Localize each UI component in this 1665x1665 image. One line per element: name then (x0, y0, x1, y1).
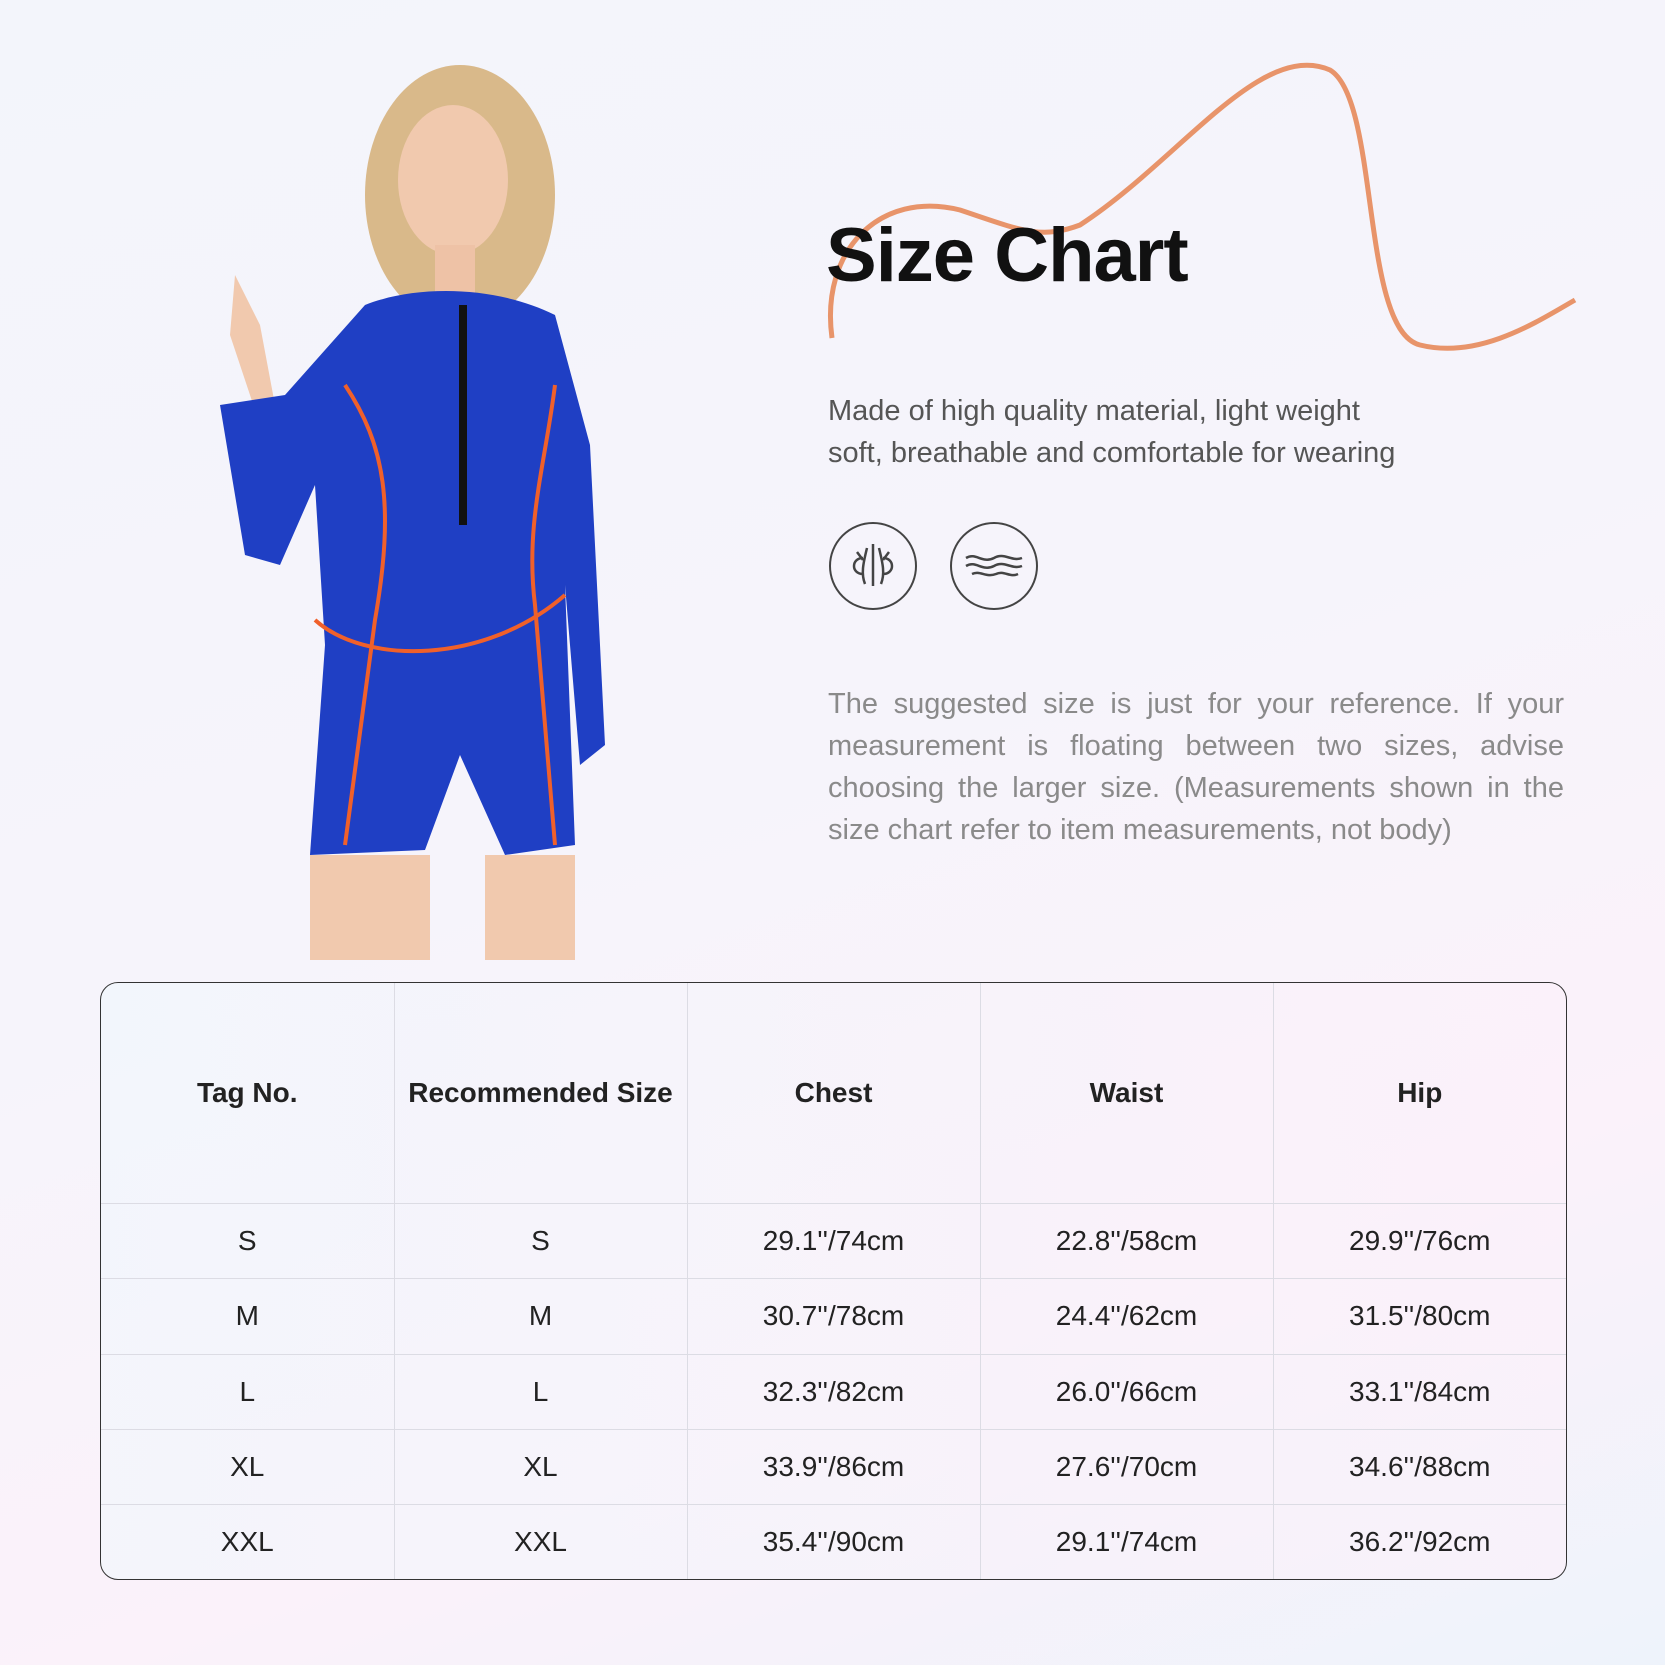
cell-recommended-size: S (393, 1203, 688, 1280)
cell-tag-no: S (101, 1203, 395, 1280)
header-recommended-size: Recommended Size (393, 983, 688, 1205)
breathable-icon (829, 522, 917, 610)
table-header-row: Tag No. Recommended Size Chest Waist Hip (101, 983, 1566, 1205)
header-waist: Waist (979, 983, 1274, 1205)
description-line: soft, breathable and comfortable for wea… (828, 437, 1396, 469)
cell-hip: 31.5''/80cm (1272, 1278, 1566, 1355)
cell-chest: 30.7''/78cm (686, 1278, 981, 1355)
page-title: Size Chart (826, 213, 1189, 298)
table-row: M M 30.7''/78cm 24.4''/62cm 31.5''/80cm (101, 1278, 1566, 1355)
cell-waist: 27.6''/70cm (979, 1428, 1274, 1506)
table-row: S S 29.1''/74cm 22.8''/58cm 29.9''/76cm (101, 1203, 1566, 1280)
cell-hip: 34.6''/88cm (1272, 1428, 1566, 1506)
cell-chest: 35.4''/90cm (686, 1504, 981, 1579)
table-row: L L 32.3''/82cm 26.0''/66cm 33.1''/84cm (101, 1353, 1566, 1430)
cell-hip: 33.1''/84cm (1272, 1353, 1566, 1430)
soft-wave-icon (950, 522, 1038, 610)
cell-recommended-size: M (393, 1278, 688, 1355)
cell-tag-no: XL (101, 1428, 395, 1506)
cell-recommended-size: L (393, 1353, 688, 1430)
cell-hip: 29.9''/76cm (1272, 1203, 1566, 1280)
header-tag-no: Tag No. (101, 983, 395, 1205)
description-line: Made of high quality material, light wei… (828, 395, 1360, 427)
cell-waist: 22.8''/58cm (979, 1203, 1274, 1280)
header-hip: Hip (1272, 983, 1566, 1205)
table-row: XL XL 33.9''/86cm 27.6''/70cm 34.6''/88cm (101, 1428, 1566, 1506)
cell-chest: 29.1''/74cm (686, 1203, 981, 1280)
cell-hip: 36.2''/92cm (1272, 1504, 1566, 1579)
model-photo (220, 65, 605, 960)
table-row: XXL XXL 35.4''/90cm 29.1''/74cm 36.2''/92cm (101, 1504, 1566, 1579)
decorative-curve (828, 62, 1577, 351)
cell-tag-no: L (101, 1353, 395, 1430)
cell-chest: 32.3''/82cm (686, 1353, 981, 1430)
cell-recommended-size: XL (393, 1428, 688, 1506)
size-table: Tag No. Recommended Size Chest Waist Hip… (100, 982, 1567, 1580)
cell-tag-no: XXL (101, 1504, 395, 1579)
cell-tag-no: M (101, 1278, 395, 1355)
size-note: The suggested size is just for your refe… (828, 688, 1564, 846)
material-description: Made of high quality material, light wei… (828, 390, 1528, 474)
cell-waist: 29.1''/74cm (979, 1504, 1274, 1579)
header-chest: Chest (686, 983, 981, 1205)
cell-waist: 24.4''/62cm (979, 1278, 1274, 1355)
cell-recommended-size: XXL (393, 1504, 688, 1579)
cell-waist: 26.0''/66cm (979, 1353, 1274, 1430)
cell-chest: 33.9''/86cm (686, 1428, 981, 1506)
